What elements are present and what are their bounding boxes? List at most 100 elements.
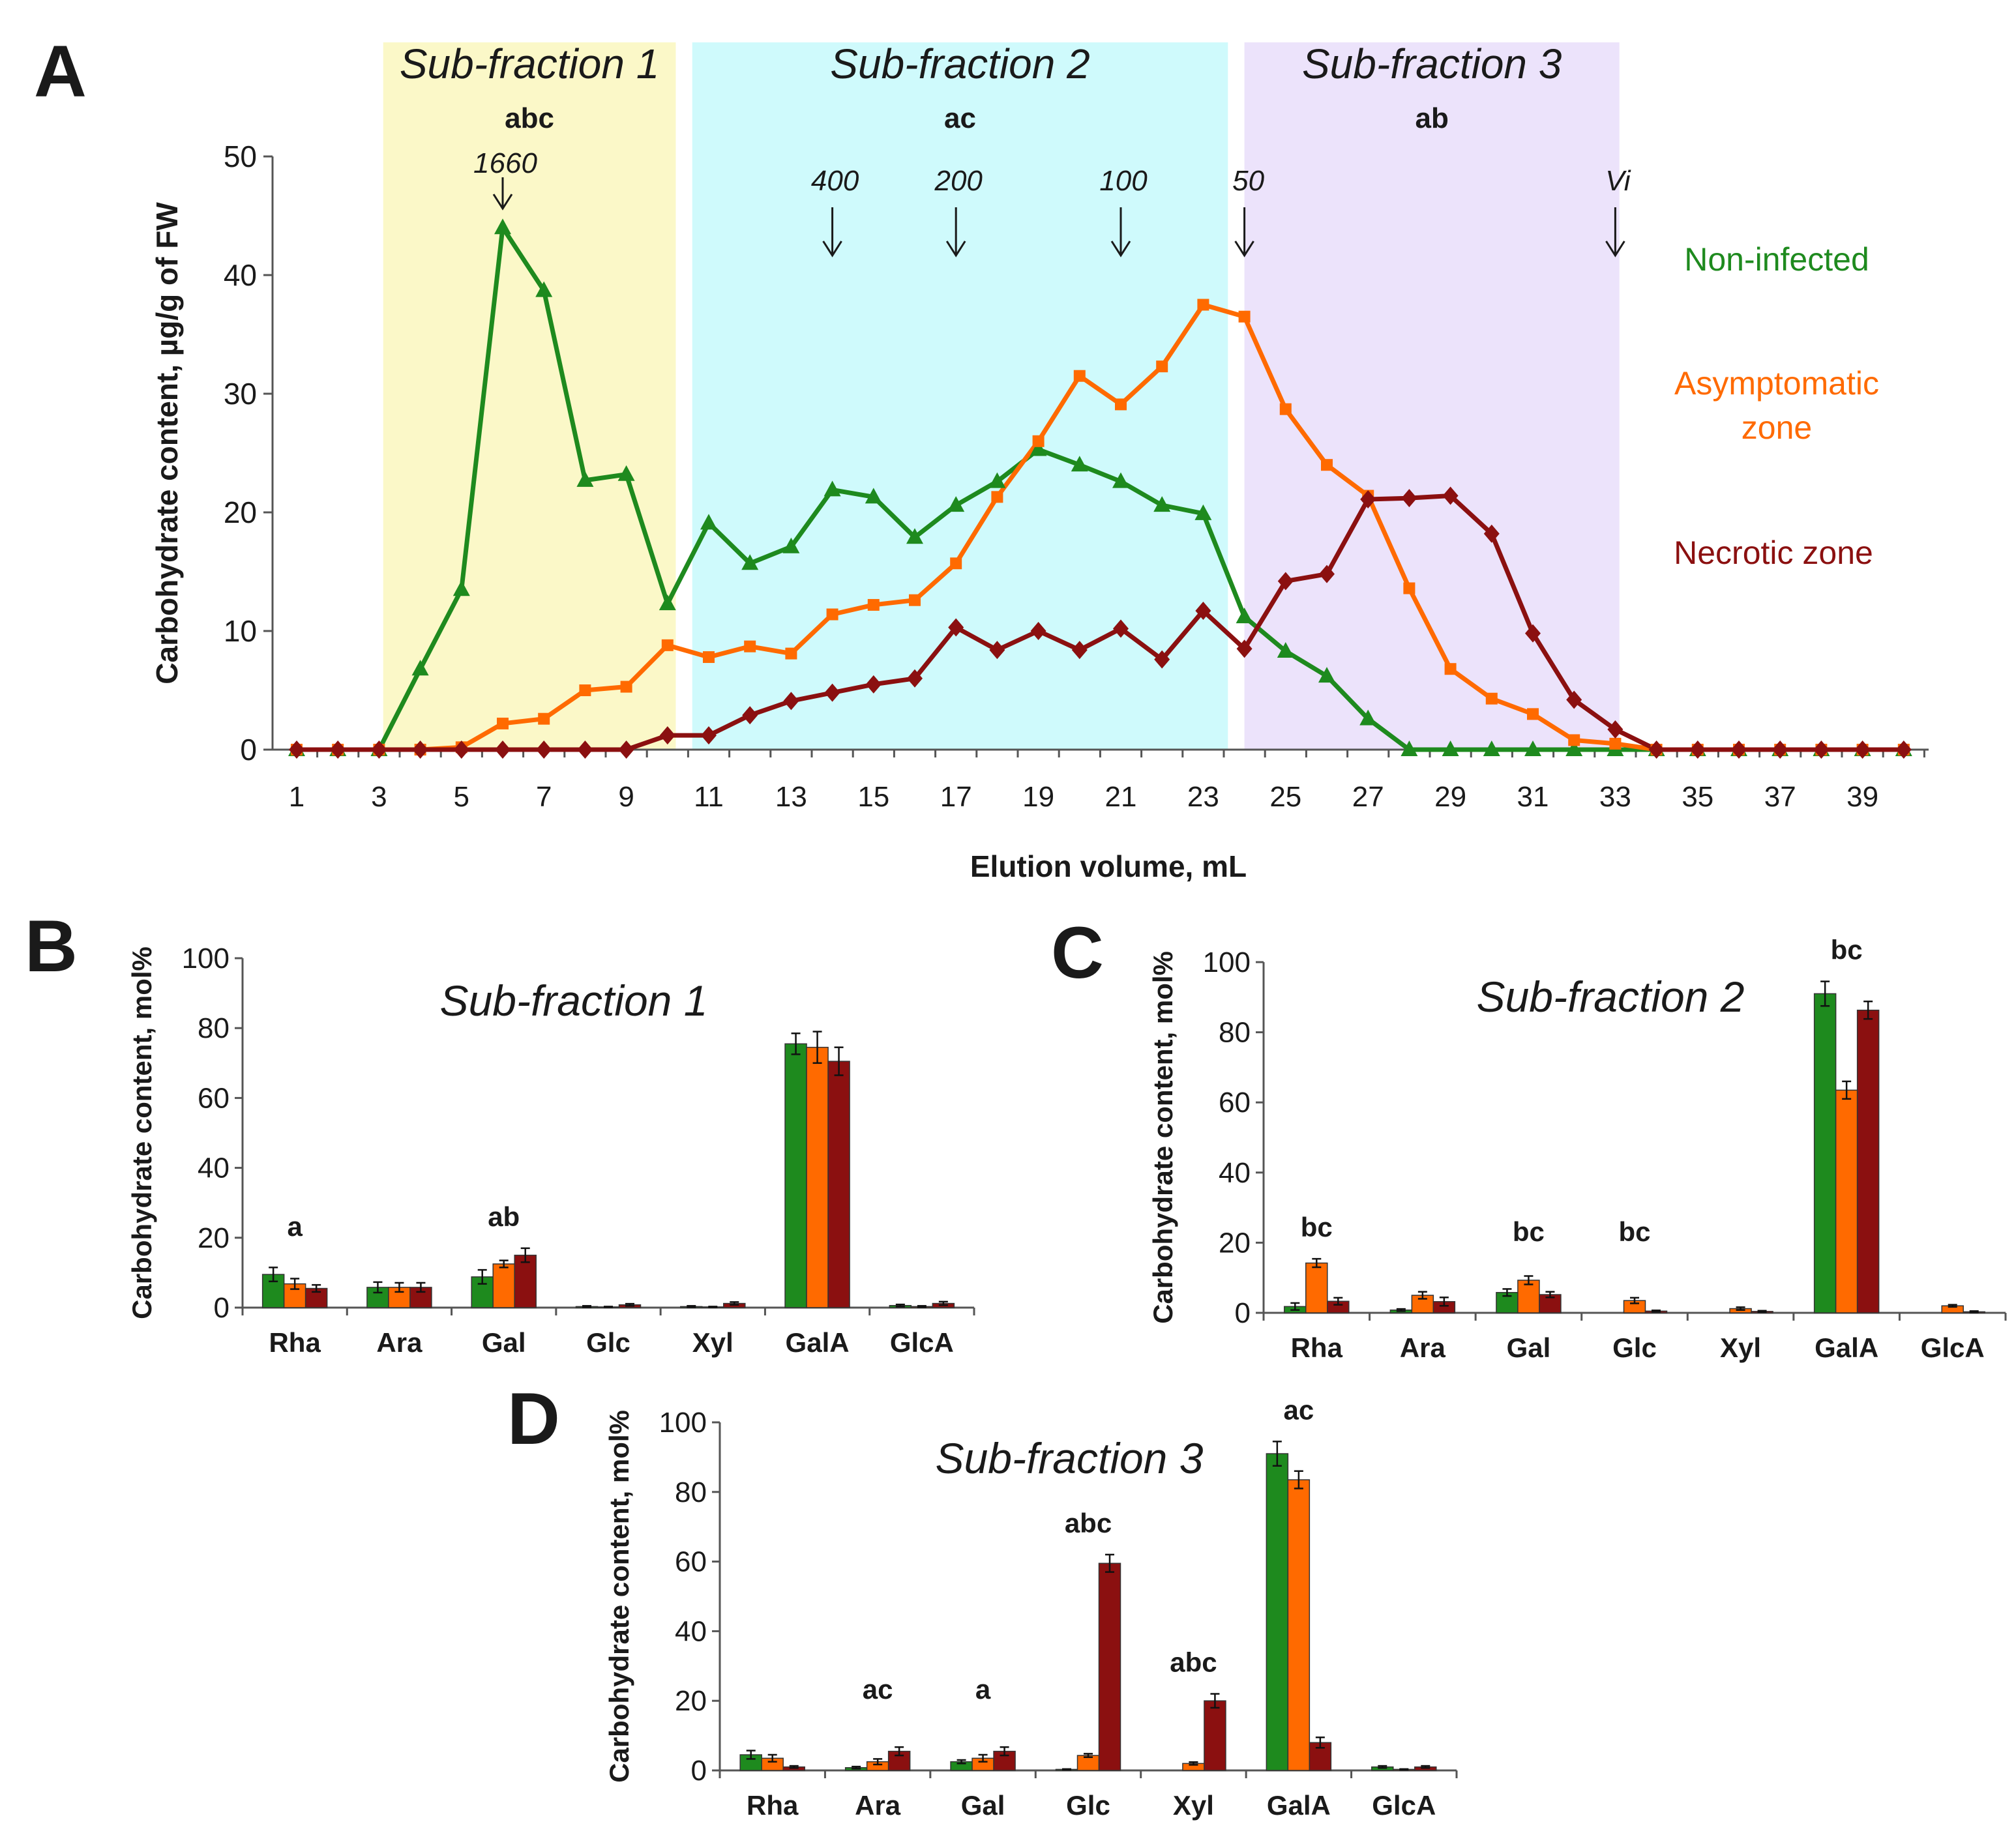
panel-a-line-chart: Sub-fraction 1 abc Sub-fraction 2 ac Sub-fra… [34, 31, 1929, 883]
data-point [824, 683, 840, 702]
y-tick-label: 50 [224, 139, 257, 173]
data-point [1279, 403, 1292, 415]
category-label: Rha [1291, 1332, 1343, 1363]
data-point [823, 480, 841, 497]
region-letters: abc [505, 102, 554, 134]
bar [1856, 1009, 1880, 1313]
data-point [497, 717, 509, 729]
series-line-2 [297, 493, 1904, 752]
data-point [1277, 572, 1294, 591]
category-label: Rha [269, 1327, 321, 1358]
x-tick-label: 17 [940, 781, 972, 813]
x-tick-label: 7 [536, 781, 552, 813]
data-point [865, 488, 882, 504]
data-point [1568, 734, 1580, 746]
data-point [783, 692, 799, 711]
marker-arrowhead [945, 241, 966, 257]
y-tick-label: 40 [675, 1615, 707, 1647]
y-axis-label: Carbohydrate content, mol% [126, 946, 157, 1319]
data-point [1442, 741, 1459, 756]
data-point [538, 712, 550, 725]
data-point [1195, 602, 1211, 621]
significance-letters: ab [488, 1201, 520, 1232]
data-point [1115, 398, 1127, 411]
x-tick-label: 9 [618, 781, 634, 813]
data-point [1071, 456, 1088, 472]
significance-letters: a [287, 1211, 303, 1242]
data-point [700, 514, 717, 530]
data-point [744, 640, 756, 653]
y-tick-label: 40 [224, 258, 257, 292]
significance-letters: abc [1065, 1508, 1112, 1538]
data-point [618, 741, 634, 759]
marker-arrowhead [492, 194, 513, 211]
data-point [1566, 690, 1582, 709]
data-point [1527, 708, 1539, 720]
data-point [412, 741, 428, 759]
size-markers: 1660 400 200 100 50 Vi [473, 147, 1631, 257]
significance-letters: ac [1283, 1394, 1314, 1425]
y-tick-label: 0 [240, 733, 257, 767]
y-tick-label: 100 [659, 1407, 707, 1439]
data-point [371, 741, 387, 759]
bar [492, 1263, 515, 1308]
data-point [950, 557, 962, 570]
category-label: Ara [1400, 1332, 1446, 1363]
data-point [1319, 565, 1335, 583]
region-label: Sub-fraction 1 [400, 40, 659, 87]
significance-letters: abc [1170, 1647, 1217, 1678]
category-label: GlcA [1921, 1332, 1985, 1363]
data-point [1030, 622, 1046, 640]
series-line-0 [297, 225, 1904, 752]
bar [1813, 993, 1837, 1313]
data-point [865, 675, 882, 694]
y-tick-label: 0 [1235, 1297, 1251, 1329]
marker-label: 1660 [473, 147, 537, 179]
y-tick-label: 60 [198, 1082, 230, 1114]
panel-a-y-label: Carbohydrate content, µg/g of FW [150, 202, 184, 684]
x-tick-label: 27 [1352, 781, 1384, 813]
category-label: Xyl [692, 1327, 734, 1358]
data-point [411, 660, 429, 676]
data-point [1525, 624, 1541, 643]
series-line-1 [297, 302, 1904, 752]
data-point [1772, 741, 1788, 759]
data-point [1403, 582, 1416, 594]
panel-title: Sub-fraction 2 [1477, 973, 1745, 1021]
category-label: GalA [1267, 1790, 1331, 1821]
y-tick-label: 20 [198, 1222, 230, 1254]
bar [366, 1287, 389, 1308]
data-point [1607, 720, 1623, 739]
y-tick-label: 0 [691, 1755, 707, 1787]
x-tick-label: 33 [1599, 781, 1631, 813]
y-axis-label: Carbohydrate content, mol% [604, 1410, 634, 1783]
data-point [659, 726, 675, 745]
data-point [1113, 619, 1129, 638]
data-point [1277, 641, 1294, 658]
data-point [1321, 459, 1333, 471]
legend-non-infected: Non-infected [1684, 241, 1869, 278]
data-point [1895, 741, 1912, 759]
category-label: Rha [747, 1790, 799, 1821]
data-point [1236, 608, 1253, 624]
data-point [1689, 741, 1706, 759]
marker-label: Vi [1605, 165, 1631, 197]
significance-letters: bc [1831, 935, 1863, 965]
x-tick-label: 25 [1269, 781, 1301, 813]
region-label: Sub-fraction 3 [1302, 40, 1562, 87]
region-label: Sub-fraction 2 [830, 40, 1090, 87]
data-point [1854, 741, 1871, 759]
data-point [659, 594, 676, 611]
data-point [785, 647, 797, 660]
data-point [1609, 737, 1622, 750]
panel-b-letter: B [25, 905, 78, 987]
legend-necrotic-zone: Necrotic zone [1674, 535, 1873, 571]
panel-c-bar-chart: C 0 20 40 60 80 100 Rha bc Ara Gal bc Glc bc Xyl GalA b… [1051, 912, 2007, 1363]
data-point [576, 471, 594, 487]
data-point [1359, 709, 1377, 726]
bar [1098, 1562, 1121, 1771]
data-point [1154, 650, 1170, 669]
y-tick-label: 100 [182, 943, 230, 975]
data-point [1318, 667, 1335, 683]
